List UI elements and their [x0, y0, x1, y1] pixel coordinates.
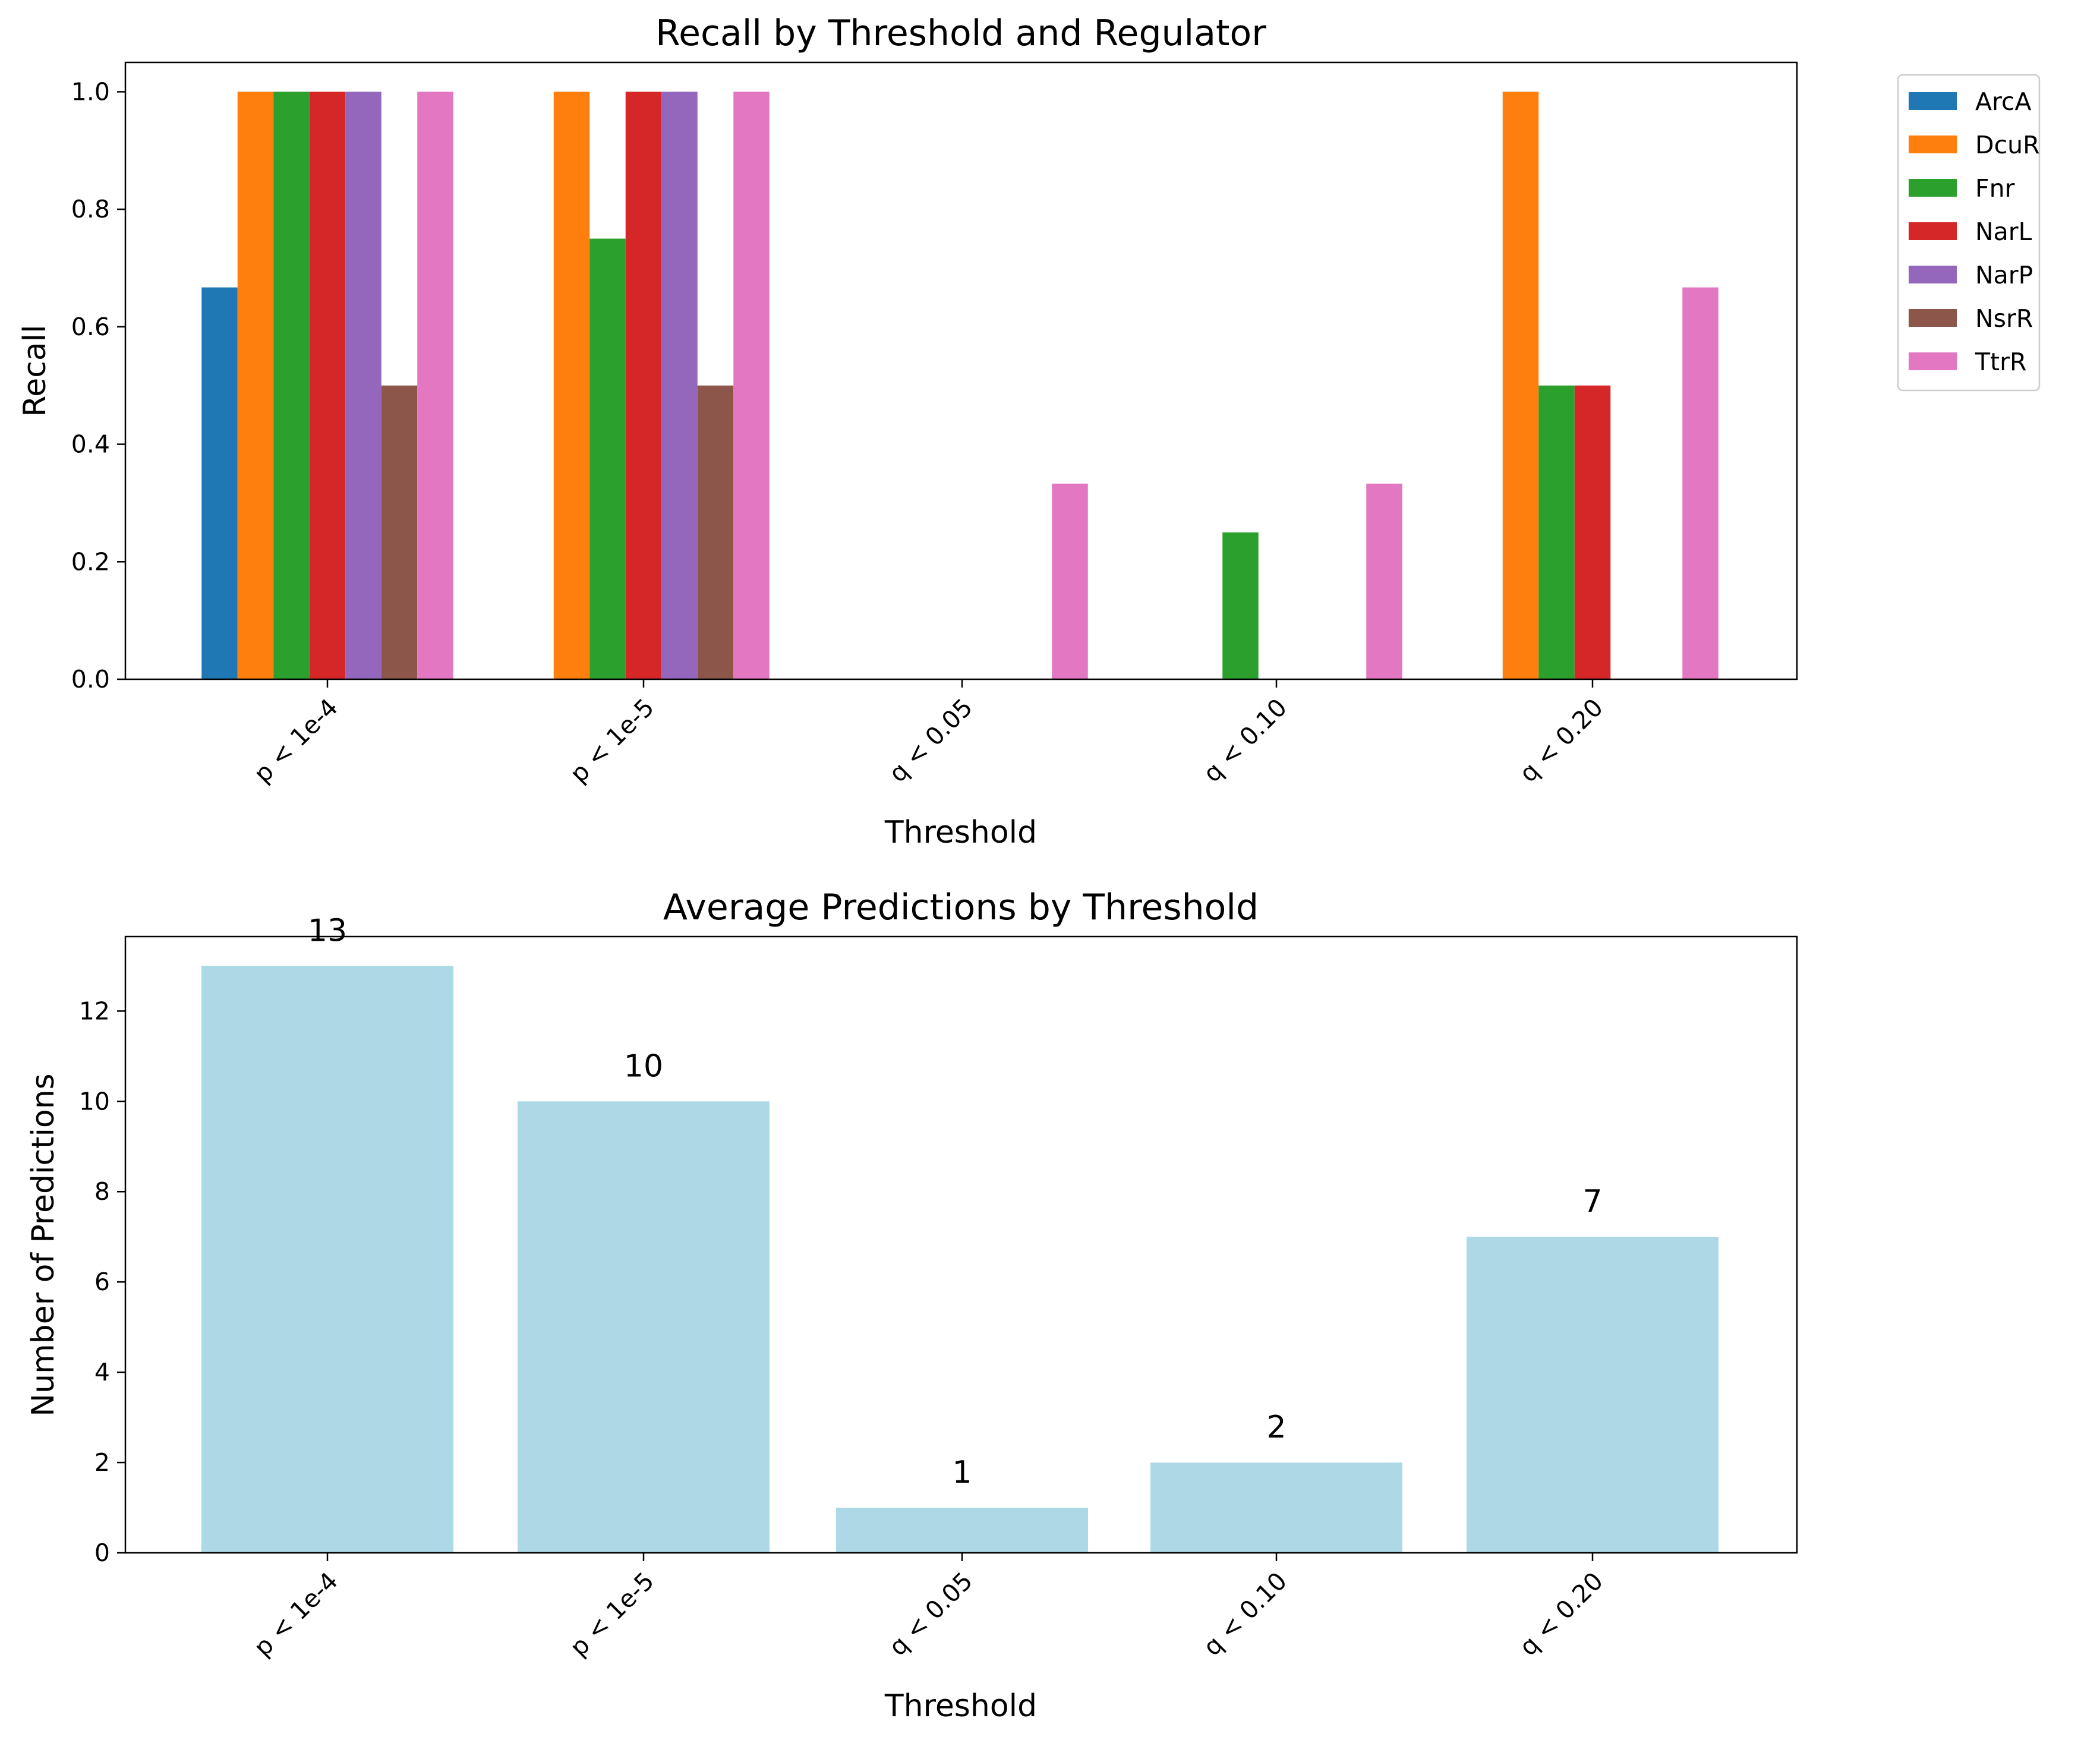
prediction-bar-1 — [518, 1101, 770, 1553]
predictions-x-axis: p < 1e-4 p < 1e-5 q < 0.05 q < 0.10 q < 0.20 — [248, 1553, 1609, 1662]
x-tick-label: p < 1e-4 — [248, 1567, 343, 1662]
y-tick-label: 12 — [79, 997, 110, 1025]
bar-narl-4 — [1574, 385, 1611, 679]
bar-ttrr-0 — [417, 92, 453, 679]
y-tick-label: 0.6 — [71, 313, 110, 341]
y-tick-label: 4 — [94, 1358, 110, 1386]
y-tick-label: 0.0 — [71, 665, 110, 694]
bar-narl-0 — [309, 92, 346, 679]
x-tick-label: p < 1e-5 — [565, 693, 660, 788]
recall-chart-title: Recall by Threshold and Regulator — [655, 12, 1266, 54]
predictions-y-axis-label: Number of Predictions — [26, 1073, 61, 1416]
x-tick-label: q < 0.05 — [883, 693, 978, 788]
legend-swatch-arca — [1909, 92, 1957, 110]
predictions-y-axis: 0 2 4 6 8 10 12 — [79, 997, 125, 1567]
bar-fnr-3 — [1222, 532, 1259, 679]
x-tick-label: q < 0.10 — [1197, 1567, 1292, 1662]
bar-narl-1 — [625, 92, 662, 679]
recall-x-axis: p < 1e-4 p < 1e-5 q < 0.05 q < 0.10 q < 0.20 — [248, 679, 1609, 788]
legend-label-dcur: DcuR — [1975, 131, 2040, 159]
y-tick-label: 2 — [94, 1448, 110, 1477]
prediction-value-label: 13 — [308, 913, 347, 948]
prediction-bar-3 — [1150, 1463, 1402, 1553]
bar-ttrr-3 — [1366, 483, 1402, 679]
legend-label-nsrr: NsrR — [1975, 304, 2033, 333]
recall-bars — [201, 92, 1719, 680]
bar-fnr-0 — [273, 92, 310, 679]
y-tick-label: 0.8 — [71, 195, 110, 223]
y-tick-label: 0 — [94, 1539, 110, 1567]
predictions-x-axis-label: Threshold — [884, 1688, 1037, 1724]
x-tick-label: q < 0.10 — [1197, 693, 1292, 788]
recall-chart: Recall by Threshold and Regulator 0.0 0.2… — [17, 12, 2041, 850]
y-tick-label: 0.2 — [71, 547, 110, 576]
y-tick-label: 8 — [94, 1177, 110, 1206]
recall-legend: ArcA DcuR Fnr NarL NarP NsrR TtrR — [1897, 74, 2041, 392]
legend-label-arca: ArcA — [1975, 87, 2032, 116]
bar-nsrr-1 — [697, 385, 734, 679]
prediction-bar-4 — [1467, 1237, 1719, 1553]
y-tick-label: 10 — [79, 1087, 110, 1115]
y-tick-label: 6 — [94, 1268, 110, 1296]
legend-swatch-dcur — [1909, 135, 1957, 153]
legend-swatch-narl — [1909, 222, 1957, 240]
bar-ttrr-1 — [733, 92, 770, 679]
bar-fnr-4 — [1538, 385, 1575, 679]
prediction-value-label: 1 — [952, 1455, 972, 1490]
predictions-data-labels: 13 10 1 2 7 — [308, 913, 1603, 1490]
legend-label-narl: NarL — [1975, 218, 2032, 246]
bar-nsrr-0 — [381, 385, 418, 679]
predictions-chart-title: Average Predictions by Threshold — [663, 887, 1259, 928]
x-tick-label: p < 1e-5 — [565, 1567, 660, 1662]
bar-dcur-0 — [237, 92, 274, 679]
predictions-bars — [201, 966, 1719, 1553]
recall-y-axis: 0.0 0.2 0.4 0.6 0.8 1.0 — [71, 77, 125, 694]
prediction-bar-2 — [836, 1508, 1088, 1553]
recall-plot-frame — [124, 61, 1798, 680]
predictions-chart: Average Predictions by Threshold 0246810… — [26, 887, 1798, 1724]
recall-y-axis-label: Recall — [17, 324, 53, 417]
x-tick-label: q < 0.20 — [1513, 693, 1609, 788]
legend-label-narp: NarP — [1975, 261, 2033, 289]
predictions-plot-frame — [124, 935, 1798, 1554]
y-tick-label: 1.0 — [71, 77, 110, 106]
legend-swatch-ttrr — [1909, 352, 1957, 370]
prediction-value-label: 10 — [624, 1048, 663, 1084]
bar-narp-0 — [345, 92, 381, 679]
bar-arca-0 — [201, 287, 238, 679]
x-tick-label: q < 0.20 — [1513, 1567, 1609, 1662]
bar-dcur-1 — [553, 92, 590, 679]
y-tick-label: 0.4 — [71, 430, 110, 459]
bar-narp-1 — [661, 92, 698, 679]
prediction-value-label: 2 — [1266, 1410, 1286, 1445]
prediction-value-label: 7 — [1582, 1184, 1602, 1219]
legend-label-ttrr: TtrR — [1975, 348, 2026, 376]
bar-ttrr-2 — [1052, 483, 1088, 679]
bar-dcur-4 — [1502, 92, 1539, 679]
bar-ttrr-4 — [1682, 287, 1719, 679]
recall-x-axis-label: Threshold — [884, 815, 1037, 850]
legend-swatch-fnr — [1909, 179, 1957, 197]
prediction-bar-0 — [201, 966, 453, 1553]
x-tick-label: q < 0.05 — [883, 1567, 978, 1662]
x-tick-label: p < 1e-4 — [248, 693, 343, 788]
legend-swatch-nsrr — [1909, 309, 1957, 327]
legend-label-fnr: Fnr — [1975, 174, 2015, 203]
bar-fnr-1 — [589, 238, 626, 680]
legend-swatch-narp — [1909, 266, 1957, 283]
